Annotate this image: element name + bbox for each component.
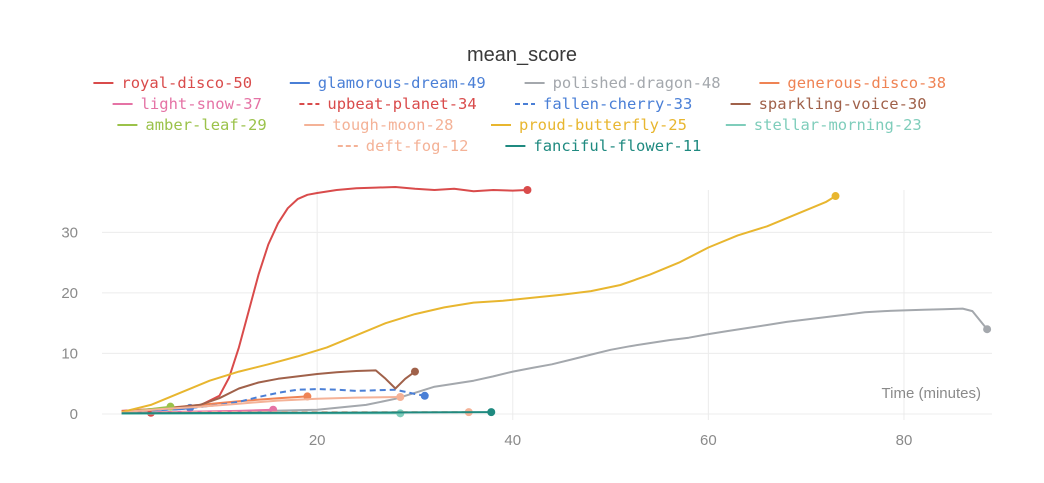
x-tick-label: 80 xyxy=(896,432,913,449)
y-tick-label: 0 xyxy=(70,406,78,423)
legend-label: deft-fog-12 xyxy=(366,137,469,155)
legend-item[interactable]: glamorous-dream-49 xyxy=(289,74,486,92)
legend-label: proud-butterfly-25 xyxy=(519,116,687,134)
legend-label: light-snow-37 xyxy=(141,95,262,113)
series-line-polished-dragon-48 xyxy=(121,307,988,414)
legend-label: polished-dragon-48 xyxy=(553,74,721,92)
y-tick-label: 10 xyxy=(61,345,78,362)
legend-label: amber-leaf-29 xyxy=(145,116,266,134)
legend-label: tough-moon-28 xyxy=(332,116,453,134)
series-end-marker xyxy=(831,192,840,201)
legend-item[interactable]: royal-disco-50 xyxy=(93,74,252,92)
axis-ticks: 0 10 20 30 20 40 60 80 xyxy=(61,224,912,449)
series-end-marker xyxy=(487,408,496,417)
legend-item[interactable]: sparkling-voice-30 xyxy=(730,95,927,113)
legend-item[interactable]: generous-disco-38 xyxy=(759,74,946,92)
legend-label: royal-disco-50 xyxy=(121,74,252,92)
series-end-marker xyxy=(420,391,429,400)
series-end-marker xyxy=(410,367,419,376)
legend-label: upbeat-planet-34 xyxy=(327,95,476,113)
x-axis-title: Time (minutes) xyxy=(882,385,981,402)
legend-label: stellar-morning-23 xyxy=(754,116,922,134)
series-end-marker xyxy=(396,393,405,401)
grid xyxy=(102,190,992,420)
legend-item[interactable]: amber-leaf-29 xyxy=(117,116,267,134)
legend-item[interactable]: polished-dragon-48 xyxy=(524,74,721,92)
series-line-tough-moon-28 xyxy=(121,396,401,414)
legend-label: sparkling-voice-30 xyxy=(759,95,927,113)
legend-item[interactable]: fanciful-flower-11 xyxy=(505,137,701,155)
series-layer xyxy=(121,186,992,418)
series-end-marker xyxy=(983,325,992,334)
y-tick-label: 30 xyxy=(61,224,78,241)
legend-item[interactable]: light-snow-37 xyxy=(112,95,262,113)
series-end-marker xyxy=(523,186,532,194)
series-line-fanciful-flower-11 xyxy=(121,411,492,415)
legend-item[interactable]: fallen-cherry-33 xyxy=(515,95,692,113)
legend-item[interactable]: tough-moon-28 xyxy=(304,116,454,134)
x-tick-label: 60 xyxy=(700,432,717,449)
y-tick-label: 20 xyxy=(61,285,78,302)
legend-item[interactable]: deft-fog-12 xyxy=(337,137,469,155)
legend-label: glamorous-dream-49 xyxy=(318,74,486,92)
legend: royal-disco-50 glamorous-dream-49 polished… xyxy=(93,74,946,155)
x-tick-label: 40 xyxy=(504,432,521,449)
legend-item[interactable]: stellar-morning-23 xyxy=(725,116,922,134)
legend-label: fallen-cherry-33 xyxy=(543,95,692,113)
legend-label: generous-disco-38 xyxy=(787,74,946,92)
series-line-sparkling-voice-30 xyxy=(121,369,416,414)
series-line-proud-butterfly-25 xyxy=(121,195,837,414)
legend-label: fanciful-flower-11 xyxy=(533,137,701,155)
series-line-royal-disco-50 xyxy=(121,186,528,412)
legend-item[interactable]: upbeat-planet-34 xyxy=(299,95,477,113)
chart-title: mean_score xyxy=(467,44,577,66)
x-tick-label: 20 xyxy=(309,432,326,449)
legend-item[interactable]: proud-butterfly-25 xyxy=(491,116,687,134)
